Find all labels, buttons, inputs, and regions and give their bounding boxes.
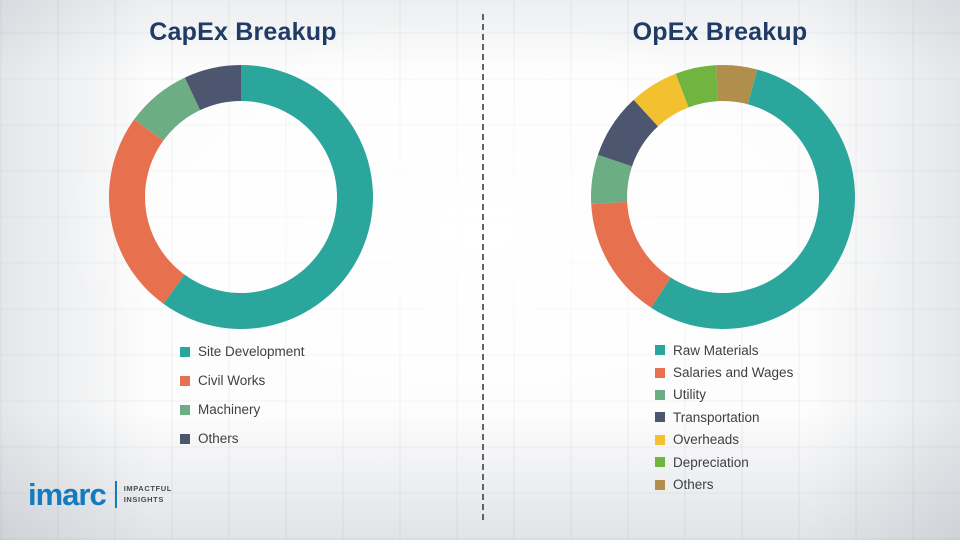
capex-chart-title: CapEx Breakup — [149, 18, 337, 46]
imarc-logo: imarc IMPACTFUL INSIGHTS — [28, 479, 172, 510]
donut-segment-transportation — [597, 99, 659, 167]
logo-tagline-line1: IMPACTFUL — [123, 484, 172, 494]
donut-segment-others — [184, 65, 241, 111]
legend-label: Others — [673, 477, 714, 493]
capex-legend: Site Development Civil Works Machinery Othe… — [180, 337, 305, 453]
legend-item: Utility — [655, 384, 793, 406]
legend-item: Machinery — [180, 395, 305, 424]
opex-chart-title: OpEx Breakup — [632, 18, 808, 46]
legend-label: Salaries and Wages — [673, 365, 794, 381]
imarc-logo-text: imarc — [28, 477, 107, 512]
dashed-divider — [482, 14, 484, 520]
legend-label: Others — [198, 431, 239, 446]
legend-item: Salaries and Wages — [655, 361, 793, 383]
legend-swatch — [180, 433, 190, 444]
legend-item: Raw Materials — [655, 339, 793, 361]
opex-donut-chart — [591, 65, 855, 330]
donut-segment-utility — [591, 154, 633, 204]
legend-item: Others — [655, 473, 793, 495]
legend-item: Site Development — [180, 337, 305, 366]
donut-segment-site-development — [163, 65, 373, 329]
legend-item: Depreciation — [655, 451, 793, 473]
donut-segment-machinery — [134, 77, 201, 141]
legend-swatch — [655, 389, 665, 400]
legend-item: Overheads — [655, 429, 793, 451]
capex-donut-chart — [108, 65, 373, 329]
legend-swatch — [180, 404, 190, 415]
donut-segment-salaries-and-wages — [591, 202, 671, 308]
donut-segment-depreciation — [675, 65, 718, 108]
legend-swatch — [180, 375, 190, 386]
logo-divider-bar — [114, 481, 117, 508]
legend-swatch — [655, 457, 665, 468]
opex-legend: Raw Materials Salaries and Wages Utility Tr… — [655, 339, 793, 496]
donut-segment-raw-materials — [651, 69, 855, 330]
legend-swatch — [655, 412, 665, 423]
legend-swatch — [655, 345, 665, 356]
legend-label: Overheads — [673, 432, 740, 448]
legend-label: Transportation — [673, 409, 760, 425]
donut-segment-civil-works — [108, 119, 185, 304]
legend-item: Transportation — [655, 406, 793, 428]
legend-label: Civil Works — [198, 373, 266, 388]
legend-swatch — [655, 479, 665, 490]
legend-item: Others — [180, 424, 305, 453]
donut-segment-overheads — [633, 73, 689, 127]
legend-label: Depreciation — [673, 454, 749, 470]
legend-label: Raw Materials — [673, 342, 759, 358]
legend-swatch — [180, 346, 190, 357]
legend-label: Site Development — [198, 344, 305, 359]
legend-swatch — [655, 367, 665, 378]
legend-label: Utility — [673, 387, 706, 403]
donut-segment-others — [716, 65, 758, 105]
legend-label: Machinery — [198, 402, 261, 417]
legend-swatch — [655, 434, 665, 445]
logo-tagline: IMPACTFUL INSIGHTS — [124, 484, 172, 504]
logo-tagline-line2: INSIGHTS — [123, 494, 164, 504]
legend-item: Civil Works — [180, 366, 305, 395]
